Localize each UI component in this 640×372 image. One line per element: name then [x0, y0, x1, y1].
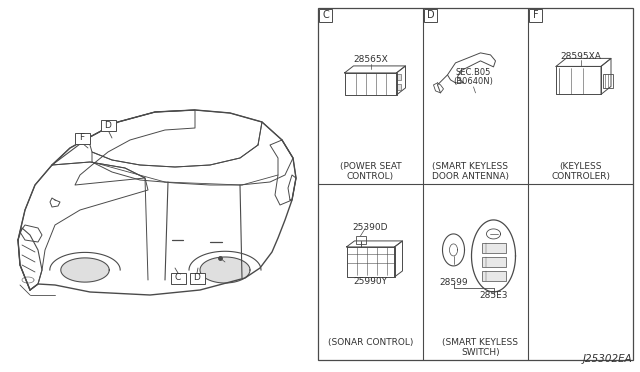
Text: F: F [79, 134, 84, 142]
Text: (KEYLESS: (KEYLESS [559, 161, 602, 170]
Text: (B0640N): (B0640N) [454, 77, 493, 86]
Text: C: C [175, 273, 181, 282]
Bar [602, 74, 612, 89]
Polygon shape [61, 258, 109, 282]
Text: 25990Y: 25990Y [353, 278, 387, 286]
Bar [318, 8, 633, 360]
Bar [318, 8, 633, 360]
Text: DOOR ANTENNA): DOOR ANTENNA) [432, 171, 509, 180]
Text: D: D [104, 121, 111, 129]
Bar [481, 271, 506, 281]
Text: (POWER SEAT: (POWER SEAT [340, 161, 401, 170]
Polygon shape [200, 257, 250, 283]
Text: C: C [322, 10, 329, 20]
Bar [397, 74, 401, 80]
Bar [170, 273, 186, 283]
Text: 25390D: 25390D [353, 224, 388, 232]
Text: J25302EA: J25302EA [582, 354, 632, 364]
Text: F: F [532, 10, 538, 20]
Text: 28565X: 28565X [353, 55, 388, 64]
Text: (SMART KEYLESS: (SMART KEYLESS [433, 161, 509, 170]
Text: (SONAR CONTROL): (SONAR CONTROL) [328, 337, 413, 346]
Bar [100, 119, 115, 131]
Bar [319, 9, 332, 22]
Bar [481, 243, 506, 253]
Bar [355, 236, 365, 244]
Text: SEC.B05: SEC.B05 [456, 68, 491, 77]
Bar [397, 84, 401, 90]
Bar [424, 9, 437, 22]
Text: CONTROLER): CONTROLER) [551, 171, 610, 180]
Bar [189, 273, 205, 283]
Text: D: D [193, 273, 200, 282]
Text: 28595XA: 28595XA [560, 52, 601, 61]
Text: D: D [427, 10, 435, 20]
Text: 28599: 28599 [439, 278, 468, 288]
Text: SWITCH): SWITCH) [461, 347, 500, 356]
Text: CONTROL): CONTROL) [347, 171, 394, 180]
Text: 285E3: 285E3 [479, 291, 508, 301]
Bar [481, 257, 506, 267]
Text: (SMART KEYLESS: (SMART KEYLESS [442, 337, 518, 346]
Bar [74, 132, 90, 144]
Bar [529, 9, 542, 22]
